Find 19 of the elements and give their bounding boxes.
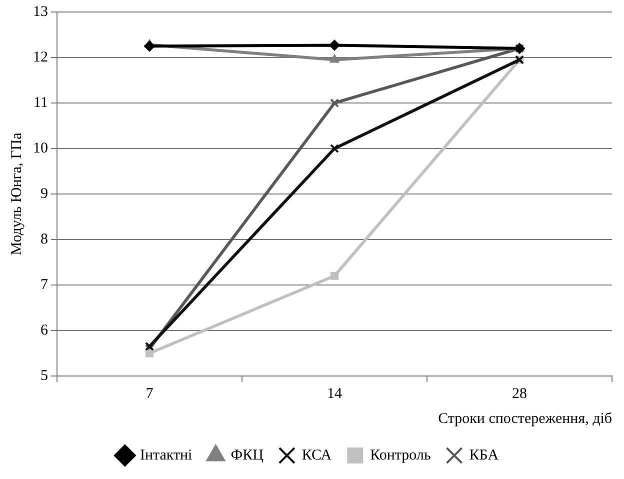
legend-label: ФКЦ <box>230 447 264 464</box>
y-tick-label: 8 <box>40 231 48 248</box>
legend-label: Контроль <box>370 447 431 464</box>
x-tick-label: 28 <box>512 386 527 402</box>
x-tick-label: 7 <box>146 386 154 402</box>
y-tick-label: 9 <box>40 186 48 202</box>
y-axis-title: Модуль Юнга, ГПа <box>8 132 25 256</box>
x-axis-title: Строки спостереження, діб <box>438 410 612 427</box>
x-tick-label: 14 <box>327 386 342 402</box>
legend-label: Інтактні <box>140 447 192 464</box>
legend-label: КБА <box>469 447 499 464</box>
y-tick-label: 11 <box>34 94 48 111</box>
y-tick-label: 13 <box>33 4 48 20</box>
y-tick-label: 5 <box>40 368 48 384</box>
y-tick-label: 7 <box>40 276 48 293</box>
y-tick-label: 6 <box>40 322 48 338</box>
y-tick-label: 12 <box>33 49 48 66</box>
y-tick-label: 10 <box>33 140 48 156</box>
legend-label: КСА <box>302 447 332 464</box>
